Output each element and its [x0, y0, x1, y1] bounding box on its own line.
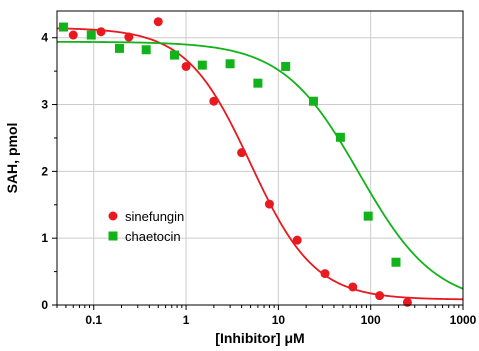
sinefungin-point — [96, 27, 106, 37]
sinefungin-point — [348, 282, 358, 292]
fit-curves — [56, 27, 464, 301]
x-axis-title: [Inhibitor] μM — [215, 330, 304, 346]
chaetocin-point — [170, 50, 180, 60]
sinefungin-point — [264, 199, 274, 209]
y-tick-label: 4 — [41, 31, 48, 45]
sinefungin-point — [375, 291, 385, 301]
sinefungin-point — [292, 235, 302, 245]
axis-ticks — [52, 37, 464, 310]
legend-marker-sinefungin — [108, 211, 118, 221]
tick-labels: 0.1 1 10 100 1000 0 1 2 3 4 — [41, 31, 476, 327]
y-axis-title: SAH, pmol — [4, 123, 20, 194]
sinefungin-point — [153, 17, 163, 27]
chaetocin-point — [58, 22, 68, 32]
sinefungin-point — [209, 96, 219, 106]
x-tick-label: 1 — [183, 313, 190, 327]
plot-frame — [56, 10, 464, 306]
legend-label-chaetocin: chaetocin — [125, 229, 181, 244]
x-tick-label: 100 — [361, 313, 381, 327]
sinefungin-point — [237, 148, 247, 158]
sinefungin-point — [320, 269, 330, 279]
y-tick-label: 3 — [41, 98, 48, 112]
chaetocin-point — [141, 45, 151, 55]
x-tick-label: 10 — [272, 313, 286, 327]
legend: sinefungin chaetocin — [108, 209, 184, 244]
chaetocin-point — [308, 96, 318, 106]
legend-label-sinefungin: sinefungin — [125, 209, 184, 224]
x-tick-label: 0.1 — [85, 313, 102, 327]
sinefungin-point — [124, 32, 134, 42]
chaetocin-point — [281, 61, 291, 71]
sinefungin-fit-curve — [56, 27, 464, 301]
y-tick-label: 0 — [41, 298, 48, 312]
chaetocin-point — [253, 78, 263, 88]
sinefungin-point — [181, 61, 191, 71]
chaetocin-point — [114, 43, 124, 53]
chaetocin-point — [363, 211, 373, 221]
chaetocin-point — [335, 132, 345, 142]
chaetocin-point — [86, 30, 96, 40]
chaetocin-point — [225, 59, 235, 69]
chaetocin-fit-curve — [56, 40, 464, 290]
data-points — [58, 17, 412, 307]
legend-marker-chaetocin — [108, 231, 118, 241]
y-tick-label: 2 — [41, 164, 48, 178]
y-tick-label: 1 — [41, 231, 48, 245]
x-tick-label: 1000 — [450, 313, 477, 327]
chaetocin-point — [391, 257, 401, 267]
chaetocin-point — [197, 60, 207, 70]
sinefungin-point — [68, 30, 78, 40]
